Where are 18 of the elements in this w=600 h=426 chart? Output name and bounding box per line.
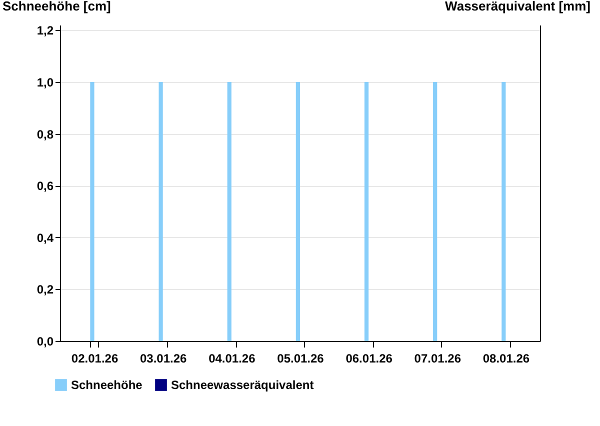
y-tick-label: 0,4 <box>36 230 54 245</box>
x-tick-label: 05.01.26 <box>277 352 324 366</box>
y-tick-label: 1,2 <box>36 24 54 38</box>
legend-label: Schneehöhe <box>71 378 143 392</box>
x-tick-label: 04.01.26 <box>208 352 256 366</box>
y-tick-label: 0,0 <box>36 334 54 348</box>
y2-axis-title: Wasseräquivalent [mm] <box>445 0 590 14</box>
x-tick-label: 07.01.26 <box>414 352 462 366</box>
x-tick-label: 02.01.26 <box>71 352 118 366</box>
legend-label: Schneewasseräquivalent <box>171 378 314 392</box>
x-tick-label: 06.01.26 <box>346 352 393 366</box>
y-tick-label: 0,8 <box>36 127 54 142</box>
y-tick-label: 1,0 <box>36 75 54 90</box>
y-axis-title: Schneehöhe [cm] <box>2 0 111 14</box>
x-tick-label: 03.01.26 <box>140 352 188 366</box>
y-tick-label: 0,2 <box>36 282 54 297</box>
y-tick-label: 0,6 <box>36 179 54 194</box>
x-tick-label: 08.01.26 <box>482 352 530 366</box>
